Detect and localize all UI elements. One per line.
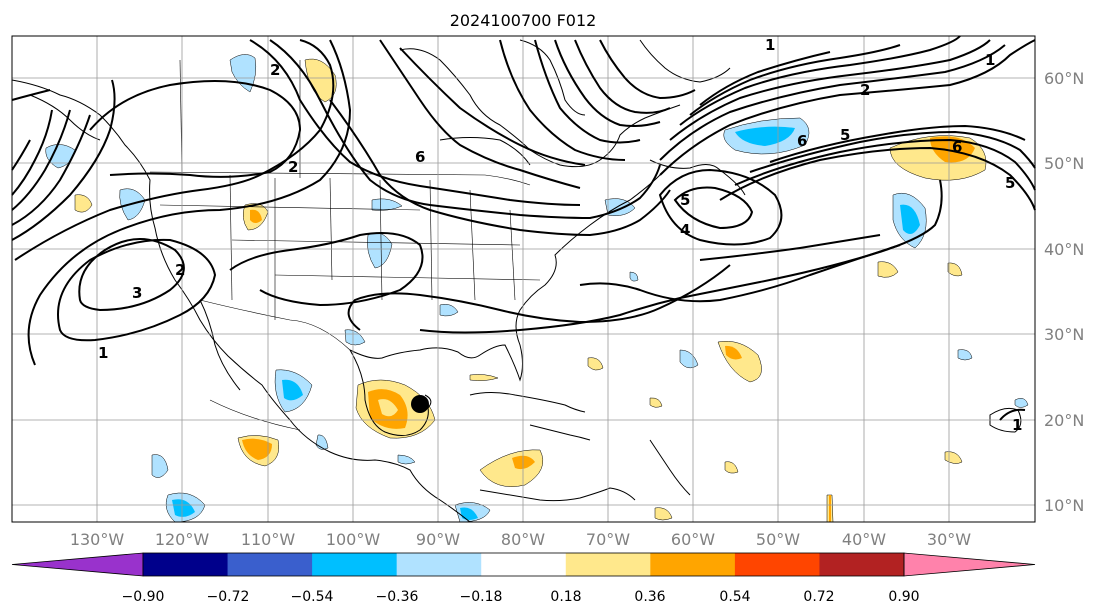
lon-label: 90°W bbox=[416, 530, 460, 549]
contour-label: 1 bbox=[765, 36, 775, 54]
lat-label: 30°N bbox=[1044, 325, 1084, 344]
contour-label-group: 1 2 3 2 6 6 5 6 5 2 1 4 5 1 2 1 bbox=[98, 36, 1022, 434]
colorbar-tick: 0.36 bbox=[634, 589, 665, 605]
positive-anomaly-shading bbox=[74, 58, 987, 523]
colorbar-segment bbox=[565, 553, 651, 576]
lat-label: 40°N bbox=[1044, 240, 1084, 259]
colorbar-tick: 0.54 bbox=[719, 589, 750, 605]
map-border bbox=[11, 35, 1036, 523]
lon-label: 60°W bbox=[671, 530, 715, 549]
contour-label: 6 bbox=[797, 132, 807, 150]
colorbar-outline bbox=[142, 552, 905, 577]
colorbar-tick: 0.18 bbox=[550, 589, 581, 605]
contour-label: 4 bbox=[680, 221, 690, 239]
colorbar-tick: 0.72 bbox=[803, 589, 834, 605]
contour-lines bbox=[11, 35, 1036, 421]
lon-label: 50°W bbox=[756, 530, 800, 549]
graticule bbox=[12, 36, 1035, 522]
contour-label: 2 bbox=[860, 81, 870, 99]
lat-label: 50°N bbox=[1044, 154, 1084, 173]
colorbar-segment bbox=[143, 553, 229, 576]
longitude-labels: 130°W 120°W 110°W 100°W 90°W 80°W 70°W 6… bbox=[70, 530, 971, 549]
lon-label: 30°W bbox=[927, 530, 971, 549]
latitude-labels: 60°N 50°N 40°N 30°N 20°N 10°N bbox=[1044, 69, 1084, 515]
colorbar-segment bbox=[481, 553, 567, 576]
contour-label: 3 bbox=[132, 284, 142, 302]
colorbar-segment bbox=[734, 553, 820, 576]
contour-label: 1 bbox=[985, 51, 995, 69]
lon-label: 40°W bbox=[842, 530, 886, 549]
colorbar-segment bbox=[312, 553, 398, 576]
lon-label: 130°W bbox=[70, 530, 125, 549]
colorbar-tick-labels: −0.90 −0.72 −0.54 −0.36 −0.18 0.18 0.36 … bbox=[122, 589, 920, 605]
colorbar-tick: −0.54 bbox=[291, 589, 334, 605]
colorbar-segment bbox=[650, 553, 736, 576]
colorbar-tick: −0.72 bbox=[207, 589, 250, 605]
colorbar-extension-high bbox=[903, 552, 1036, 577]
lat-label: 20°N bbox=[1044, 411, 1084, 430]
lon-label: 80°W bbox=[501, 530, 545, 549]
contour-label: 2 bbox=[288, 158, 298, 176]
colorbar-tick: −0.36 bbox=[376, 589, 419, 605]
colorbar-tick: −0.90 bbox=[122, 589, 165, 605]
colorbar-tick: 0.90 bbox=[888, 589, 919, 605]
map-panel: 1 2 3 2 6 6 5 6 5 2 1 4 5 1 2 1 bbox=[11, 35, 1036, 523]
contour-label: 5 bbox=[680, 191, 690, 209]
lon-label: 70°W bbox=[586, 530, 630, 549]
lon-label: 110°W bbox=[241, 530, 296, 549]
colorbar-segment bbox=[396, 553, 482, 576]
contour-label: 1 bbox=[98, 344, 108, 362]
lat-label: 10°N bbox=[1044, 496, 1084, 515]
contour-label: 2 bbox=[175, 261, 185, 279]
contour-label: 6 bbox=[952, 138, 962, 156]
contour-label: 5 bbox=[840, 126, 850, 144]
lon-label: 100°W bbox=[326, 530, 381, 549]
storm-center-dot bbox=[411, 395, 429, 413]
map-title: 2024100700 F012 bbox=[450, 11, 597, 30]
colorbar bbox=[11, 552, 1036, 577]
colorbar-extension-low bbox=[11, 552, 144, 577]
lon-label: 120°W bbox=[155, 530, 210, 549]
contour-label: 5 bbox=[1005, 174, 1015, 192]
colorbar-segment bbox=[819, 553, 905, 576]
contour-label: 1 bbox=[1012, 416, 1022, 434]
colorbar-segment bbox=[227, 553, 313, 576]
colorbar-tick: −0.18 bbox=[460, 589, 503, 605]
contour-label: 2 bbox=[270, 61, 280, 79]
lat-label: 60°N bbox=[1044, 69, 1084, 88]
contour-label: 6 bbox=[415, 148, 425, 166]
